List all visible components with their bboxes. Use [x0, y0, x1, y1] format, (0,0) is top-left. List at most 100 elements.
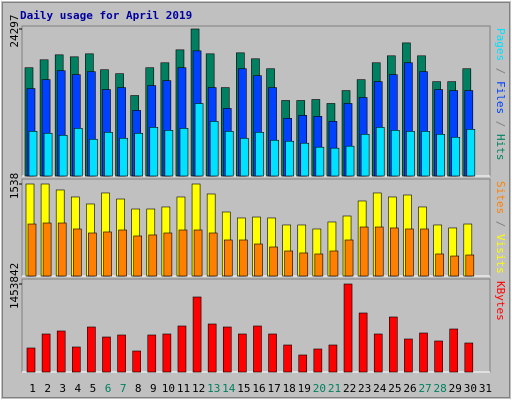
bar: [406, 131, 415, 177]
bar: [208, 232, 218, 277]
bar: [194, 103, 204, 177]
bar: [102, 336, 111, 373]
bar: [360, 133, 370, 177]
y-tick-label: 24297: [8, 14, 21, 47]
bar: [43, 132, 53, 177]
bar: [57, 222, 67, 277]
bar: [238, 333, 247, 373]
x-tick-label: 18: [283, 382, 296, 395]
bar: [118, 229, 127, 277]
bar: [254, 243, 263, 277]
bar: [449, 328, 459, 373]
x-tick-label: 12: [192, 382, 205, 395]
legend-entry: Hits: [494, 134, 507, 161]
bar: [73, 128, 83, 177]
legend: KBytes: [494, 281, 507, 321]
bar: [133, 235, 142, 277]
bar: [87, 326, 96, 373]
bar: [117, 334, 126, 373]
legend-entry: Sites: [494, 181, 507, 214]
x-tick-label: 6: [105, 382, 112, 395]
x-tick-label: 8: [135, 382, 142, 395]
bar: [179, 128, 189, 177]
bar: [192, 296, 202, 373]
bar: [58, 134, 68, 177]
x-tick-label: 21: [328, 382, 341, 395]
legend-separator: /: [494, 61, 507, 81]
bar: [223, 239, 233, 277]
legend: Sites / Visits: [494, 181, 507, 274]
x-tick-label: 31: [479, 382, 492, 395]
x-tick-label: 13: [207, 382, 220, 395]
x-tick-label: 14: [222, 382, 236, 395]
bar: [42, 222, 52, 277]
legend-entry: KBytes: [494, 281, 507, 321]
bar: [435, 253, 444, 277]
x-tick-label: 1: [29, 382, 36, 395]
x-tick-label: 24: [373, 382, 387, 395]
bar: [375, 127, 385, 177]
bar: [209, 121, 219, 177]
legend-separator: /: [494, 114, 507, 134]
bar: [255, 131, 264, 177]
chart-title: Daily usage for April 2019: [20, 9, 192, 22]
bar: [72, 228, 82, 277]
bar: [88, 232, 97, 277]
bar: [284, 250, 293, 277]
bar: [330, 147, 340, 177]
bar: [222, 326, 232, 373]
bar: [451, 136, 461, 177]
bar: [405, 228, 414, 277]
x-tick-label: 27: [418, 382, 431, 395]
bar: [164, 130, 174, 177]
x-tick-label: 5: [90, 382, 97, 395]
bar: [420, 228, 429, 277]
bar: [270, 139, 279, 177]
x-tick-label: 17: [267, 382, 280, 395]
x-tick-label: 7: [120, 382, 127, 395]
bar: [391, 130, 400, 177]
bar: [466, 129, 476, 177]
bar: [329, 250, 339, 277]
legend-entry: Files: [494, 81, 507, 114]
x-tick-label: 20: [313, 382, 326, 395]
bar: [148, 234, 158, 277]
bar: [313, 348, 323, 373]
x-tick-label: 16: [252, 382, 265, 395]
bar: [373, 333, 383, 373]
bar: [147, 334, 157, 373]
x-tick-label: 29: [449, 382, 462, 395]
bar: [268, 333, 277, 373]
x-tick-label: 15: [237, 382, 250, 395]
x-tick-label: 26: [403, 382, 416, 395]
bar: [240, 137, 249, 177]
legend-separator: /: [494, 214, 507, 234]
bar: [298, 354, 308, 373]
x-tick-label: 30: [464, 382, 477, 395]
bar: [374, 226, 384, 277]
bar: [269, 246, 278, 277]
bar: [162, 333, 172, 373]
bar: [163, 232, 173, 277]
bar: [358, 312, 368, 373]
bar: [177, 325, 187, 373]
bar: [26, 347, 36, 373]
bar: [434, 340, 443, 373]
bar: [389, 316, 398, 373]
bar: [344, 239, 354, 277]
bar: [134, 132, 143, 177]
bar: [27, 223, 37, 277]
x-tick-label: 25: [388, 382, 401, 395]
y-tick-label: 1538: [8, 173, 21, 200]
x-tick-label: 23: [358, 382, 371, 395]
legend-entry: Visits: [494, 234, 507, 274]
bar: [450, 255, 460, 277]
bar: [103, 231, 112, 277]
bar: [132, 350, 141, 373]
bar: [104, 131, 113, 177]
legend-entry: Pages: [494, 28, 507, 61]
bar: [193, 229, 203, 277]
x-tick-label: 22: [343, 382, 356, 395]
